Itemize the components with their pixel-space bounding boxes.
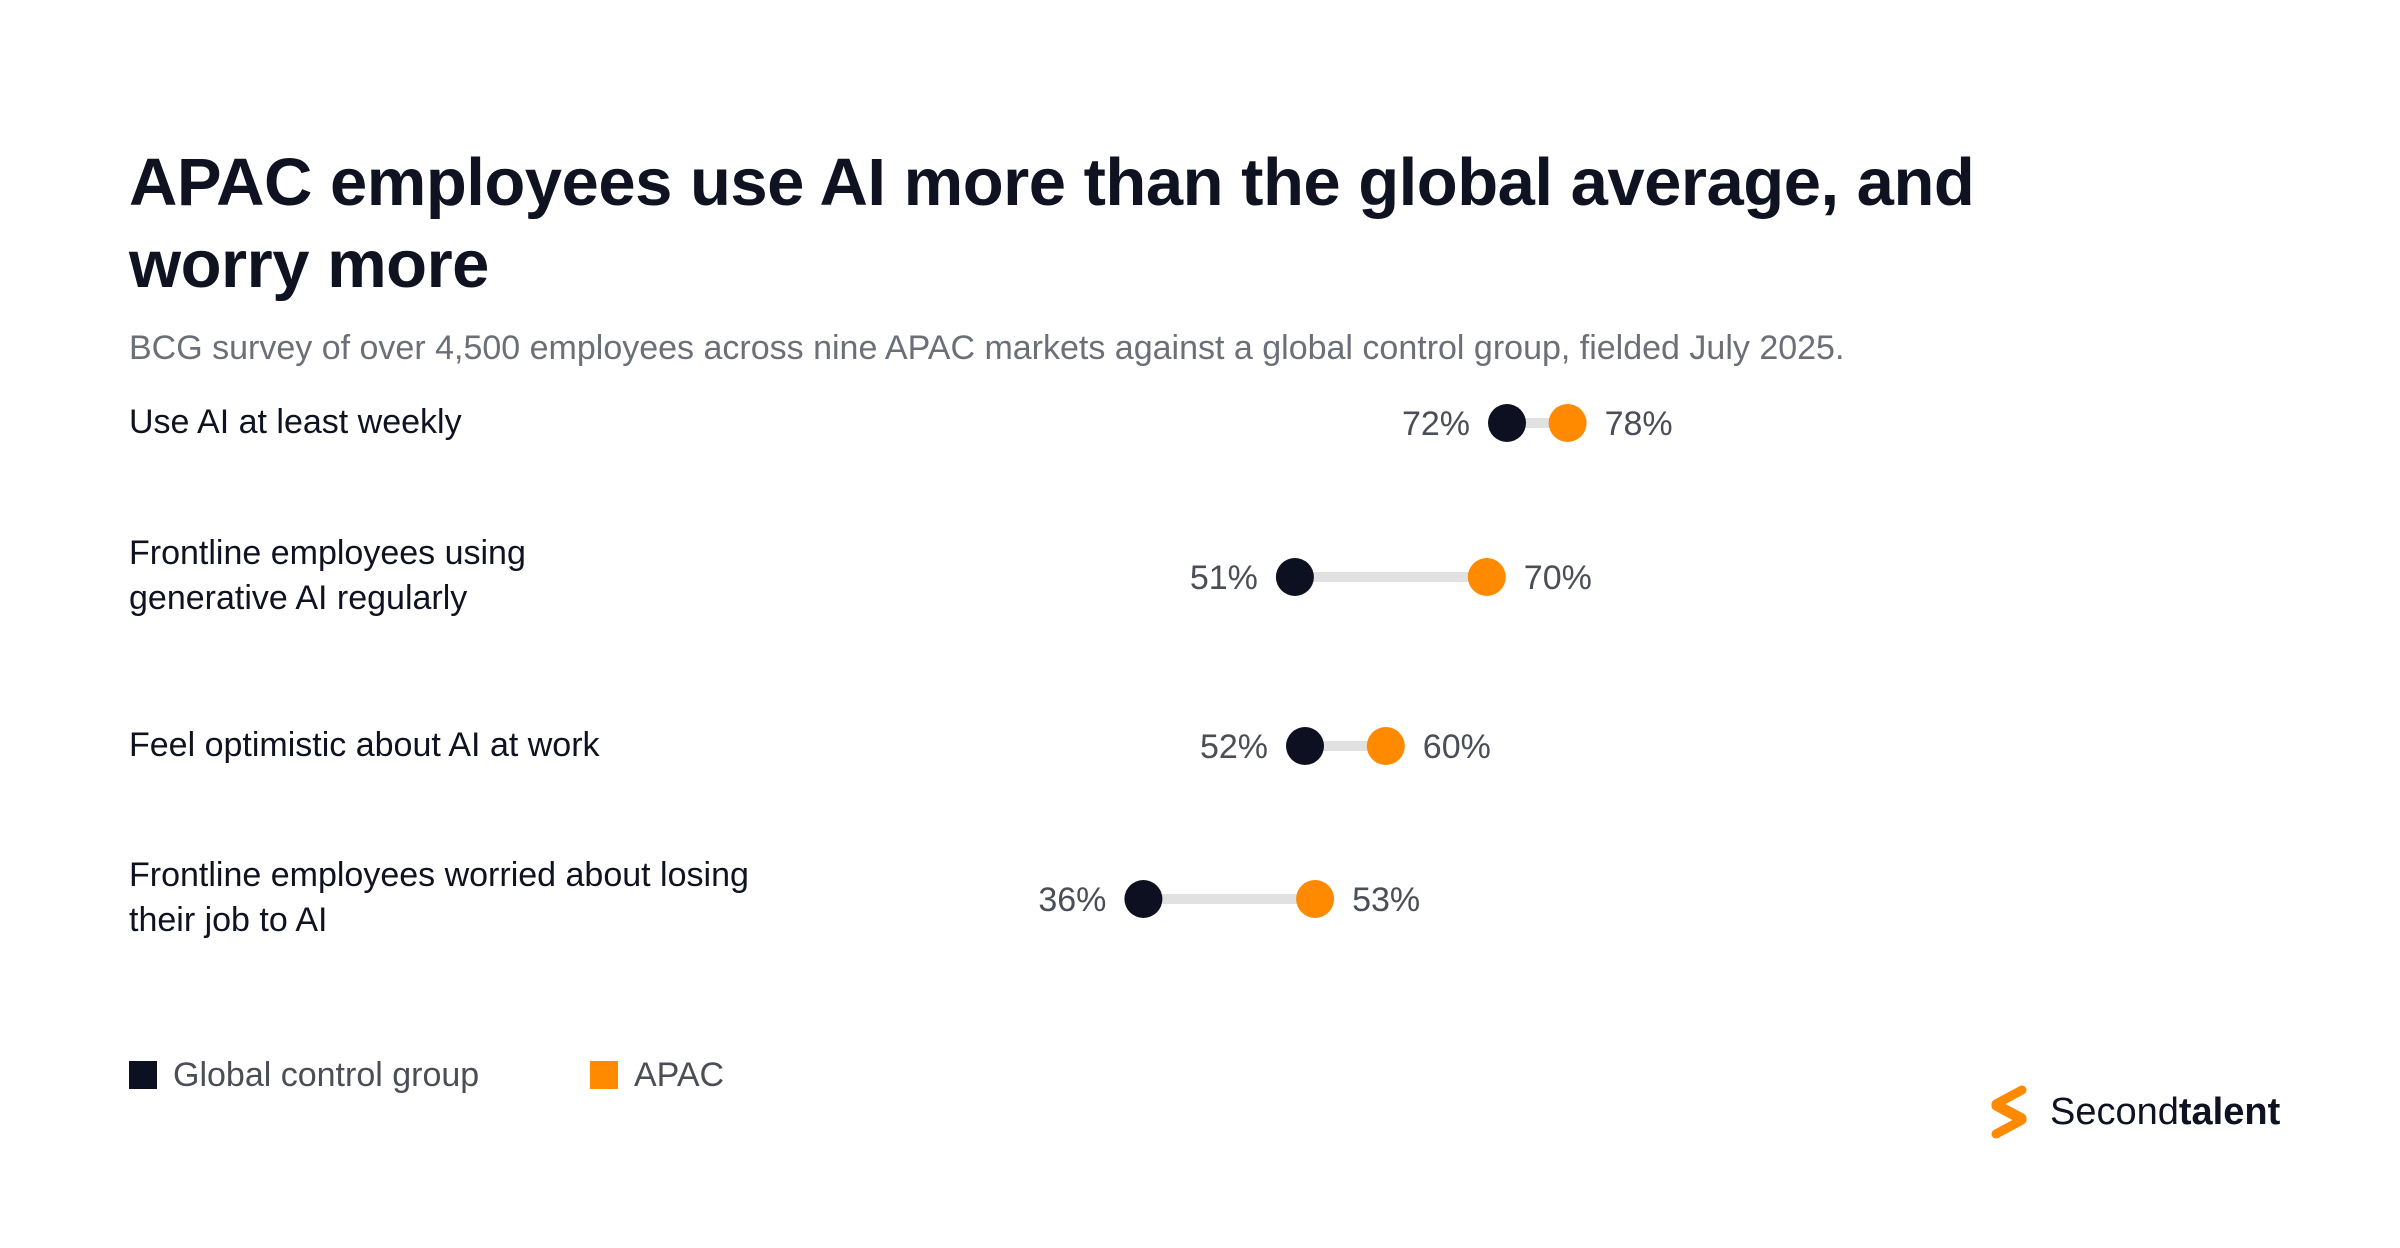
apac-value-label: 60% (1423, 728, 1491, 766)
brand-name: Secondtalent (2050, 1088, 2280, 1136)
apac-value-label: 78% (1605, 405, 1673, 443)
logo-stroke-lower (1991, 1101, 2027, 1139)
global-point (1286, 727, 1324, 765)
chart-subtitle: BCG survey of over 4,500 employees acros… (129, 329, 1845, 367)
chart-title: APAC employees use AI more than the glob… (129, 145, 1975, 302)
category-label: Use AI at least weekly (129, 403, 462, 441)
category-label: Feel optimistic about AI at work (129, 726, 600, 764)
connector-bar (1294, 572, 1487, 582)
global-value-label: 51% (1190, 559, 1258, 597)
global-value-label: 36% (1038, 881, 1106, 919)
category-label: Frontline employees worried about losing… (129, 856, 749, 939)
brand-name-bold: talent (2178, 1091, 2281, 1133)
legend-swatch-global (129, 1061, 157, 1089)
secondtalent-logo-icon (1991, 1085, 2027, 1139)
apac-point (1296, 880, 1335, 918)
connector-bar (1305, 741, 1386, 751)
brand-name-regular: Second (2050, 1091, 2179, 1133)
global-point (1124, 880, 1163, 918)
global-value-label: 52% (1200, 728, 1268, 766)
apac-value-label: 70% (1524, 559, 1592, 597)
apac-point (1548, 404, 1587, 442)
global-value-label: 72% (1402, 405, 1470, 443)
legend-label-apac: APAC (634, 1056, 725, 1094)
category-label: Frontline employees using generative AI … (129, 534, 526, 617)
brand-logo: Secondtalent (1982, 1084, 2322, 1140)
connector-bar (1143, 894, 1316, 904)
apac-point (1467, 558, 1506, 596)
global-point (1488, 404, 1526, 442)
connector-bar (1507, 418, 1568, 428)
legend-swatch-apac (590, 1061, 618, 1089)
apac-point (1366, 727, 1405, 765)
apac-value-label: 53% (1352, 881, 1420, 919)
legend-label-global: Global control group (173, 1056, 480, 1094)
global-point (1275, 558, 1314, 596)
